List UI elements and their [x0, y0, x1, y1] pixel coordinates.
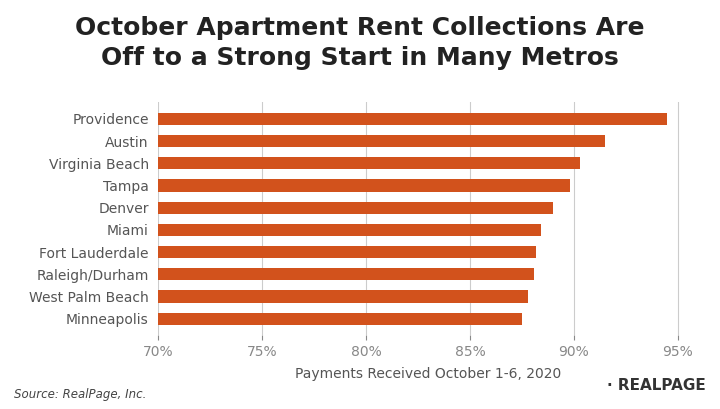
Bar: [158, 290, 528, 303]
Bar: [158, 224, 541, 236]
Bar: [158, 202, 553, 214]
Bar: [158, 113, 667, 125]
Text: Source: RealPage, Inc.: Source: RealPage, Inc.: [14, 388, 147, 401]
Bar: [158, 268, 534, 281]
Bar: [158, 180, 570, 192]
Text: October Apartment Rent Collections Are
Off to a Strong Start in Many Metros: October Apartment Rent Collections Are O…: [76, 16, 644, 70]
Bar: [158, 157, 580, 169]
Text: · REALPAGE: · REALPAGE: [607, 378, 706, 393]
Bar: [158, 135, 605, 147]
Bar: [158, 312, 522, 325]
X-axis label: Payments Received October 1-6, 2020: Payments Received October 1-6, 2020: [295, 367, 562, 382]
Bar: [158, 246, 536, 258]
